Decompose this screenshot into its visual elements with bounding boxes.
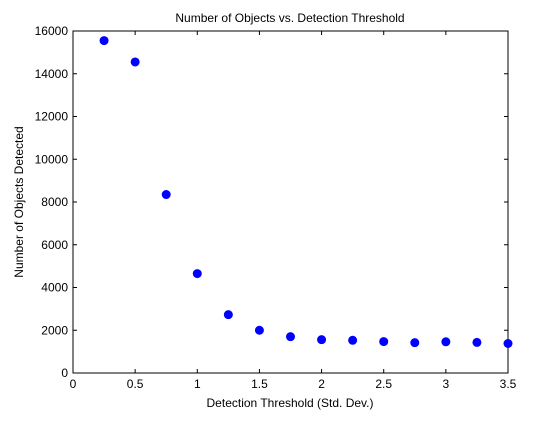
- x-tick-label: 0: [70, 377, 77, 391]
- data-point: [161, 190, 171, 200]
- data-point: [441, 337, 451, 347]
- y-tick-label: 4000: [41, 281, 68, 295]
- x-tick-label: 3: [443, 377, 450, 391]
- y-axis-label: Number of Objects Detected: [12, 126, 26, 277]
- y-tick-label: 0: [61, 366, 68, 380]
- chart-title: Number of Objects vs. Detection Threshol…: [175, 11, 404, 25]
- data-point: [130, 57, 140, 67]
- y-tick-label: 12000: [35, 110, 69, 124]
- x-tick-label: 2: [318, 377, 325, 391]
- x-tick-label: 2.5: [375, 377, 392, 391]
- data-point: [503, 339, 513, 349]
- data-point: [379, 337, 389, 347]
- data-point: [99, 36, 109, 46]
- x-tick-label: 3.5: [500, 377, 517, 391]
- data-point: [192, 269, 202, 279]
- y-tick-label: 6000: [41, 238, 68, 252]
- y-tick-label: 16000: [35, 24, 69, 38]
- data-point: [317, 335, 327, 345]
- y-tick-label: 2000: [41, 323, 68, 337]
- y-tick-label: 8000: [41, 195, 68, 209]
- data-point: [223, 310, 233, 320]
- data-points: [99, 36, 513, 349]
- data-point: [348, 335, 358, 345]
- x-axis-ticks: 0 0.5 1 1.5 2 2.5 3 3.5: [70, 31, 517, 391]
- y-tick-label: 10000: [35, 152, 69, 166]
- data-point: [472, 337, 482, 347]
- data-point: [410, 338, 420, 348]
- x-tick-label: 1.5: [251, 377, 268, 391]
- y-axis-ticks: 0 2000 4000 6000 8000 10000 12000 14000 16000: [35, 24, 508, 380]
- x-tick-label: 0.5: [127, 377, 144, 391]
- y-tick-label: 14000: [35, 67, 69, 81]
- plot-area: [72, 30, 509, 374]
- data-point: [254, 325, 264, 335]
- x-axis-label: Detection Threshold (Std. Dev.): [207, 396, 374, 410]
- data-point: [286, 332, 295, 342]
- x-tick-label: 1: [194, 377, 201, 391]
